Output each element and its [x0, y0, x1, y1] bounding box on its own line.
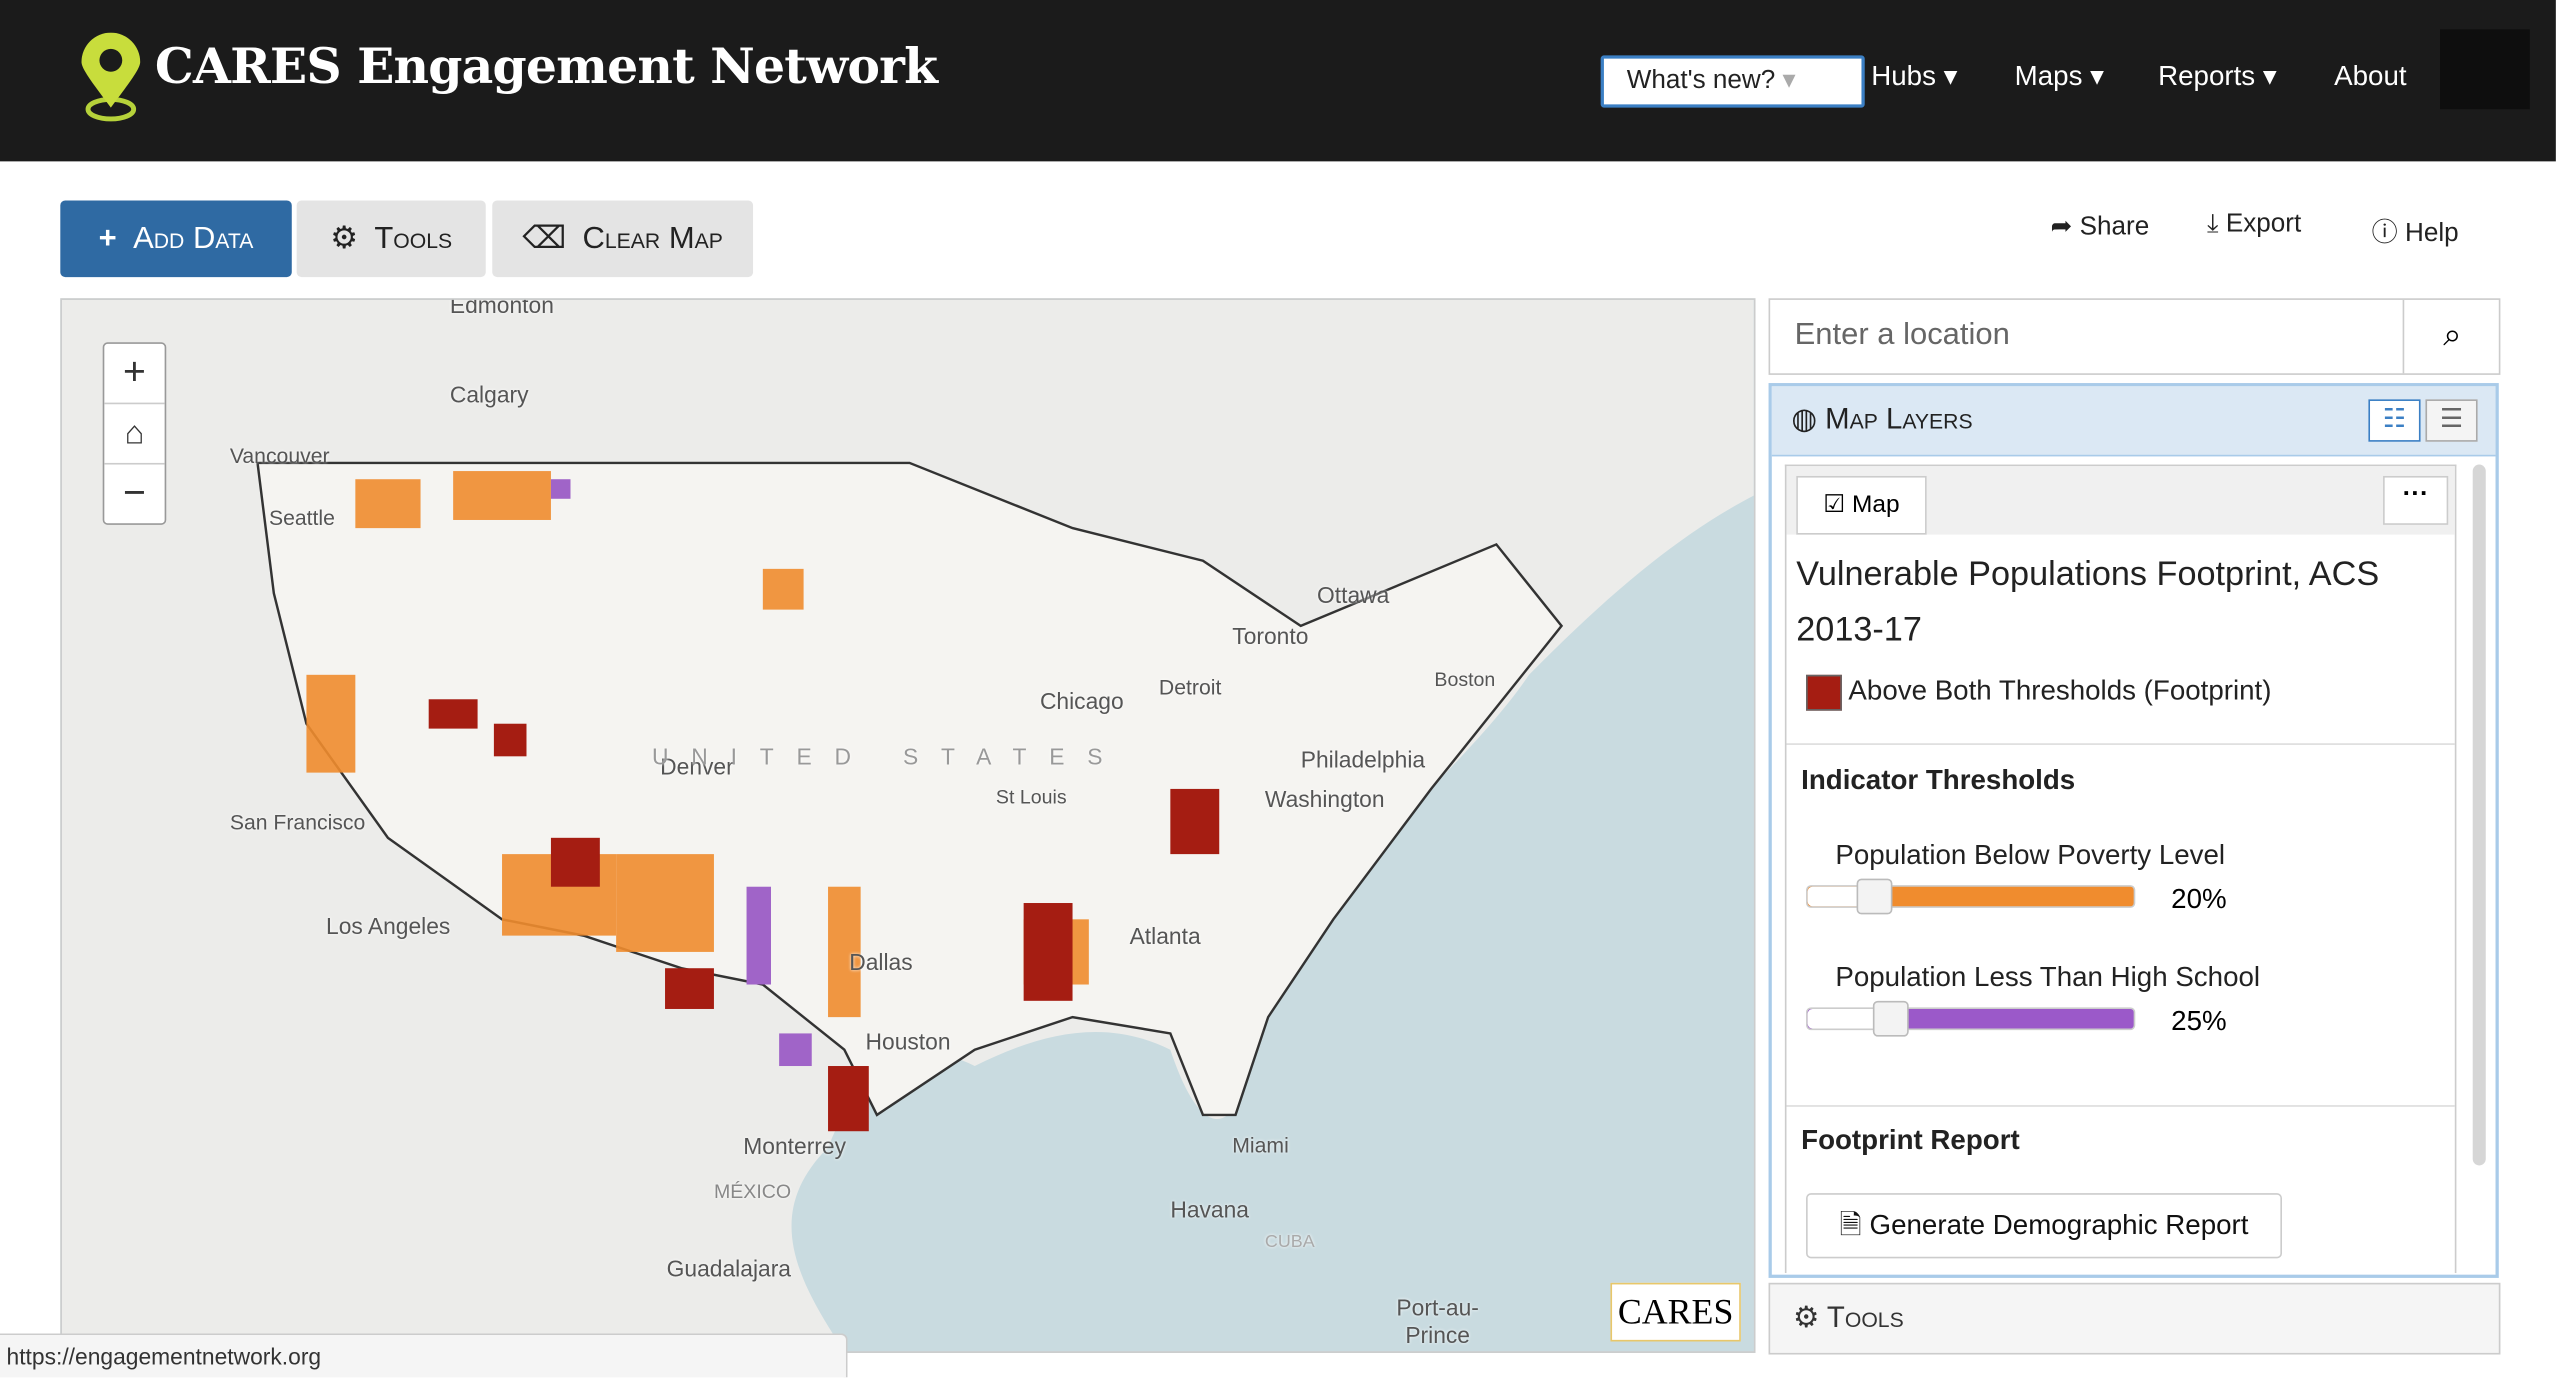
clear-map-button[interactable]: ⌫ Clear Map [492, 200, 754, 278]
button-label: Add Data [133, 220, 254, 256]
home-button[interactable]: ⌂ [104, 404, 165, 465]
layer-menu[interactable]: ··· [2383, 475, 2449, 525]
action-label: Share [2079, 213, 2150, 242]
action-label: Help [2404, 220, 2459, 248]
header: CARES Engagement Network What's new? ▾ H… [0, 0, 2556, 162]
view-toggle[interactable]: ☷ [2368, 399, 2421, 442]
tools-title: Tools [1826, 1300, 1904, 1334]
education-slider[interactable] [1806, 1000, 2136, 1037]
slider-label: Population Less Than High School [1835, 961, 2261, 993]
share-link[interactable]: ➦ Share [2050, 213, 2150, 242]
map-label: UNITED STATES [652, 743, 1126, 770]
zoom-controls: + ⌂ − [102, 342, 167, 525]
site-title[interactable]: CARES Engagement Network [154, 39, 938, 97]
map-label: Philadelphia [1300, 746, 1426, 773]
layer-title: Vulnerable Populations Footprint, ACS 20… [1796, 555, 2380, 649]
map-label: Chicago [1039, 687, 1124, 714]
add-data-button[interactable]: + Add Data [60, 200, 292, 278]
nav-maps[interactable]: Maps ▾ [2014, 60, 2105, 92]
layers-title-text: Map Layers [1825, 402, 1973, 436]
nav-label: Reports [2158, 60, 2256, 92]
tools-panel[interactable]: ⚙ Tools [1768, 1282, 2501, 1355]
button-label: Generate Demographic Report [1869, 1209, 2249, 1241]
action-label: Export [2225, 210, 2302, 238]
map-label: Seattle [268, 505, 335, 530]
map-label: Edmonton [449, 298, 554, 318]
search-button[interactable]: ⌕ [2402, 299, 2501, 374]
slider-value: 25% [2171, 1005, 2227, 1037]
map-label: Calgary [449, 381, 529, 408]
map-label: St Louis [995, 785, 1067, 809]
map-label: Dallas [849, 948, 913, 975]
poverty-slider[interactable] [1806, 878, 2136, 915]
button-label: Clear Map [582, 220, 723, 256]
map-label: Havana [1170, 1196, 1250, 1223]
logo [81, 32, 141, 122]
view-toggle[interactable]: ☰ [2425, 399, 2478, 442]
layers-header: ◍ Map Layers ☷ ☰ [1771, 386, 2496, 457]
map[interactable]: Edmonton Calgary Vancouver Seattle Ottaw… [60, 298, 1756, 1353]
tab-label: Map [1852, 490, 1900, 519]
slider-label: Population Below Poverty Level [1835, 839, 2226, 871]
map-label: CUBA [1264, 1232, 1315, 1252]
section-heading: Footprint Report [1801, 1124, 2020, 1156]
export-link[interactable]: ⤓ Export [2207, 210, 2302, 238]
layer-card: ☑ Map ··· Vulnerable Populations Footpri… [1784, 464, 2457, 1274]
map-label: Port-au-Prince [1396, 1294, 1479, 1349]
map-label: Detroit [1158, 674, 1222, 700]
map-label: Vancouver [229, 443, 330, 468]
zoom-in[interactable]: + [104, 344, 165, 405]
legend-label: Above Both Thresholds (Footprint) [1848, 674, 2272, 706]
map-label: Atlanta [1129, 922, 1201, 949]
nav-hubs[interactable]: Hubs ▾ [1871, 60, 1958, 92]
button-label: Tools [374, 220, 453, 256]
map-label: Guadalajara [666, 1255, 792, 1282]
section-heading: Indicator Thresholds [1801, 764, 2076, 796]
legend-swatch [1806, 674, 1842, 711]
whats-new-button[interactable]: What's new? ▾ [1600, 55, 1865, 108]
map-label: Monterrey [743, 1132, 847, 1159]
map-tab[interactable]: ☑ Map [1796, 475, 1927, 535]
layers-title: ◍ Map Layers [1791, 402, 1973, 436]
map-label: Washington [1264, 785, 1385, 812]
search-box[interactable]: Enter a location ⌕ [1768, 298, 2501, 375]
zoom-out[interactable]: − [123, 471, 146, 516]
scroll-top-button[interactable] [2440, 29, 2530, 110]
nav-about[interactable]: About [2334, 60, 2407, 92]
help-link[interactable]: ⓘ Help [2371, 220, 2459, 248]
map-label: Miami [1232, 1132, 1289, 1158]
nav-label: What's new? [1626, 66, 1776, 95]
tools-button[interactable]: ⚙ Tools [296, 200, 486, 278]
nav-label: Hubs [1871, 60, 1936, 92]
status-bar: https://engagementnetwork.org [0, 1333, 848, 1378]
generate-report-button[interactable]: 🗎 Generate Demographic Report [1806, 1193, 2282, 1259]
map-label: MÉXICO [713, 1180, 792, 1203]
map-label: Denver [660, 753, 734, 780]
map-label: Toronto [1232, 622, 1309, 649]
nav-label: Maps [2014, 60, 2083, 92]
map-label: Los Angeles [326, 912, 451, 939]
map-canvas [61, 299, 1754, 1352]
search-placeholder: Enter a location [1794, 317, 2010, 353]
map-label: San Francisco [229, 810, 366, 835]
attribution-logo[interactable]: CARES [1610, 1282, 1741, 1342]
slider-value: 20% [2171, 883, 2227, 915]
map-label: Boston [1434, 668, 1496, 692]
nav-reports[interactable]: Reports ▾ [2158, 60, 2277, 92]
scrollbar [2472, 464, 2486, 1166]
map-label: Houston [865, 1028, 951, 1055]
layers-panel: ◍ Map Layers ☷ ☰ ☑ Map ··· Vulnerable Po… [1768, 383, 2499, 1278]
map-label: Ottawa [1317, 581, 1390, 608]
